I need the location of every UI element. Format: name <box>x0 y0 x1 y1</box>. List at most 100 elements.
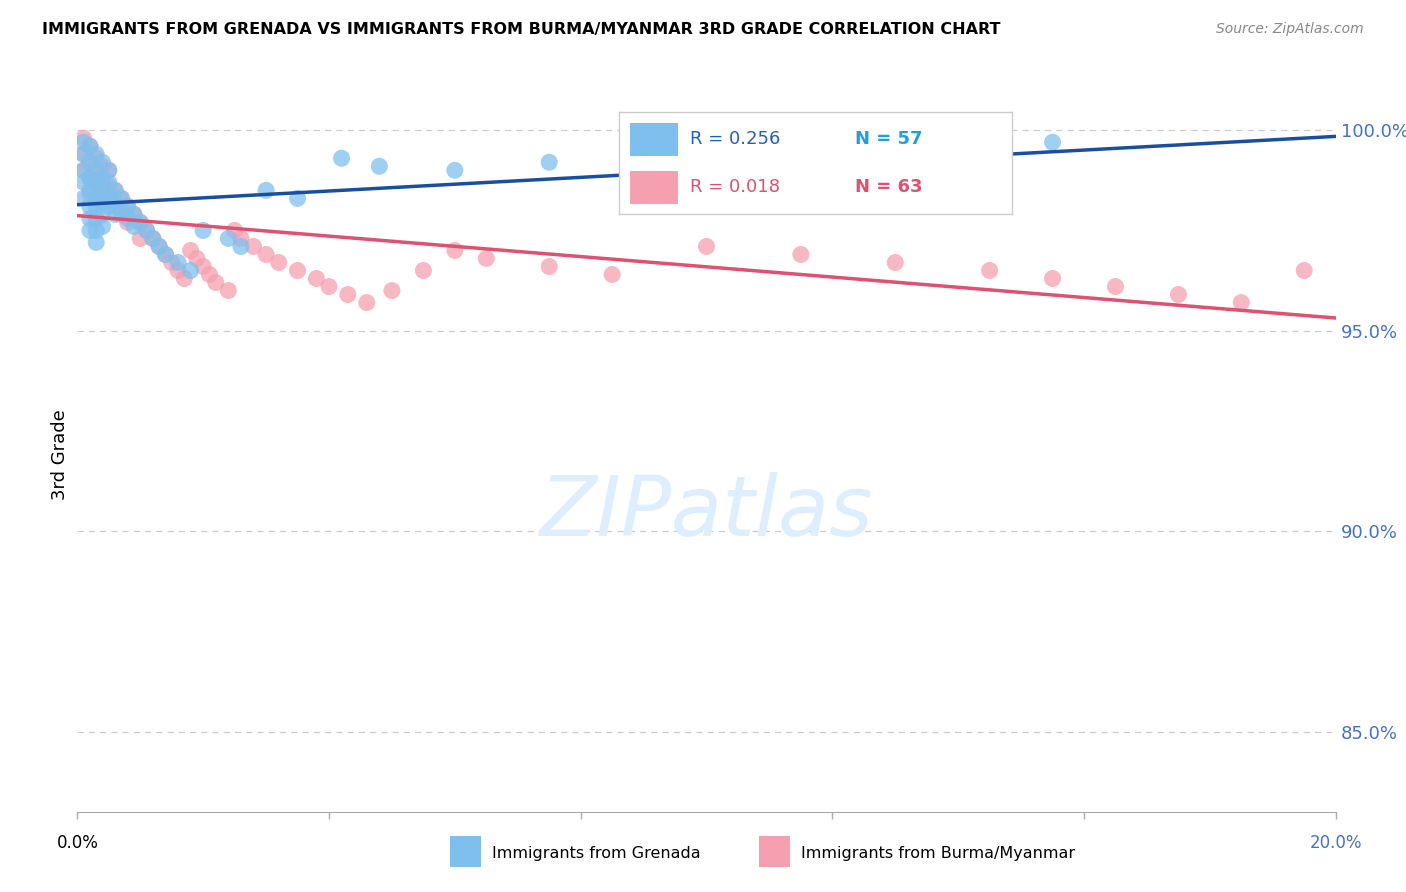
Point <box>217 284 239 298</box>
Text: IMMIGRANTS FROM GRENADA VS IMMIGRANTS FROM BURMA/MYANMAR 3RD GRADE CORRELATION C: IMMIGRANTS FROM GRENADA VS IMMIGRANTS FR… <box>42 22 1001 37</box>
Point <box>79 183 101 197</box>
Point <box>84 211 107 226</box>
Point <box>224 223 246 237</box>
Point <box>1042 135 1064 149</box>
Point <box>79 155 101 169</box>
Point <box>97 175 120 189</box>
Point <box>664 151 686 165</box>
Point <box>1230 295 1253 310</box>
Point <box>104 199 127 213</box>
Point <box>84 223 107 237</box>
Point <box>167 263 190 277</box>
Point <box>91 159 114 173</box>
Point <box>97 163 120 178</box>
Point <box>696 239 718 253</box>
Point <box>79 211 101 226</box>
Point <box>318 279 340 293</box>
Point <box>97 179 120 194</box>
Point <box>84 147 107 161</box>
Point <box>72 163 94 178</box>
Point <box>336 287 359 301</box>
Point <box>91 191 114 205</box>
Point <box>412 263 434 277</box>
Point <box>142 231 165 245</box>
Point <box>110 191 132 205</box>
Point <box>368 159 391 173</box>
Point <box>884 255 907 269</box>
Point <box>180 263 202 277</box>
Point <box>79 155 101 169</box>
Text: R = 0.256: R = 0.256 <box>689 130 780 148</box>
Point <box>538 155 561 169</box>
Point <box>72 163 94 178</box>
Point <box>356 295 378 310</box>
Point <box>97 199 120 213</box>
Point <box>79 199 101 213</box>
Point <box>191 260 215 274</box>
Point <box>117 199 139 213</box>
Text: ZIPatlas: ZIPatlas <box>540 472 873 552</box>
Point <box>155 247 177 261</box>
Point <box>254 247 277 261</box>
Point <box>79 171 101 186</box>
Point <box>91 195 114 210</box>
Y-axis label: 3rd Grade: 3rd Grade <box>51 409 69 500</box>
Point <box>97 187 120 202</box>
Point <box>135 223 157 237</box>
Point <box>538 260 561 274</box>
Point <box>242 239 264 253</box>
Point <box>97 195 120 210</box>
Point <box>287 191 309 205</box>
Point <box>79 187 101 202</box>
Point <box>72 147 94 161</box>
Point <box>117 215 139 229</box>
Text: R = 0.018: R = 0.018 <box>689 178 779 196</box>
Point <box>186 252 208 266</box>
Point <box>1294 263 1316 277</box>
Point <box>135 223 157 237</box>
Point <box>84 187 107 202</box>
Point <box>229 231 252 245</box>
Point <box>79 223 101 237</box>
Point <box>167 255 190 269</box>
Point <box>104 183 127 197</box>
Point <box>148 239 170 253</box>
Point <box>1104 279 1126 293</box>
Point <box>72 191 94 205</box>
Point <box>79 139 101 153</box>
Point <box>254 183 277 197</box>
Point <box>104 183 127 197</box>
Point <box>84 163 107 178</box>
Point <box>180 244 202 258</box>
Point <box>104 207 127 221</box>
Point <box>155 247 177 261</box>
Point <box>84 167 107 181</box>
Text: 20.0%: 20.0% <box>1309 834 1362 852</box>
Point <box>84 151 107 165</box>
Point <box>979 263 1001 277</box>
Point <box>229 239 252 253</box>
Point <box>84 175 107 189</box>
Point <box>79 171 101 186</box>
Point <box>267 255 290 269</box>
Point <box>84 183 107 197</box>
Point <box>129 231 152 245</box>
Point <box>381 284 404 298</box>
Point <box>790 247 813 261</box>
Point <box>110 203 132 218</box>
Bar <box>630 123 678 155</box>
Point <box>198 268 221 282</box>
Point <box>330 151 353 165</box>
Point <box>91 207 114 221</box>
Point <box>72 131 94 145</box>
Point <box>72 135 94 149</box>
Point <box>104 195 127 210</box>
Point <box>129 215 152 229</box>
Point <box>475 252 498 266</box>
Point <box>129 215 152 229</box>
Point <box>79 139 101 153</box>
Point <box>217 231 239 245</box>
Point <box>117 211 139 226</box>
Point <box>84 235 107 250</box>
Point <box>91 175 114 189</box>
